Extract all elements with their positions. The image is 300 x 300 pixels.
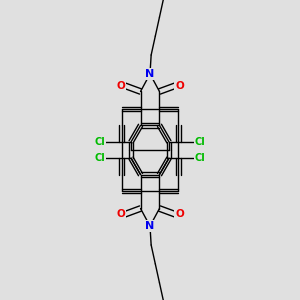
Text: N: N bbox=[146, 69, 154, 79]
Text: O: O bbox=[116, 81, 125, 91]
Text: O: O bbox=[175, 209, 184, 219]
Text: O: O bbox=[116, 209, 125, 219]
Text: Cl: Cl bbox=[194, 137, 205, 147]
Text: Cl: Cl bbox=[95, 137, 106, 147]
Text: Cl: Cl bbox=[95, 153, 106, 163]
Text: N: N bbox=[146, 221, 154, 231]
Text: Cl: Cl bbox=[194, 153, 205, 163]
Text: O: O bbox=[175, 81, 184, 91]
